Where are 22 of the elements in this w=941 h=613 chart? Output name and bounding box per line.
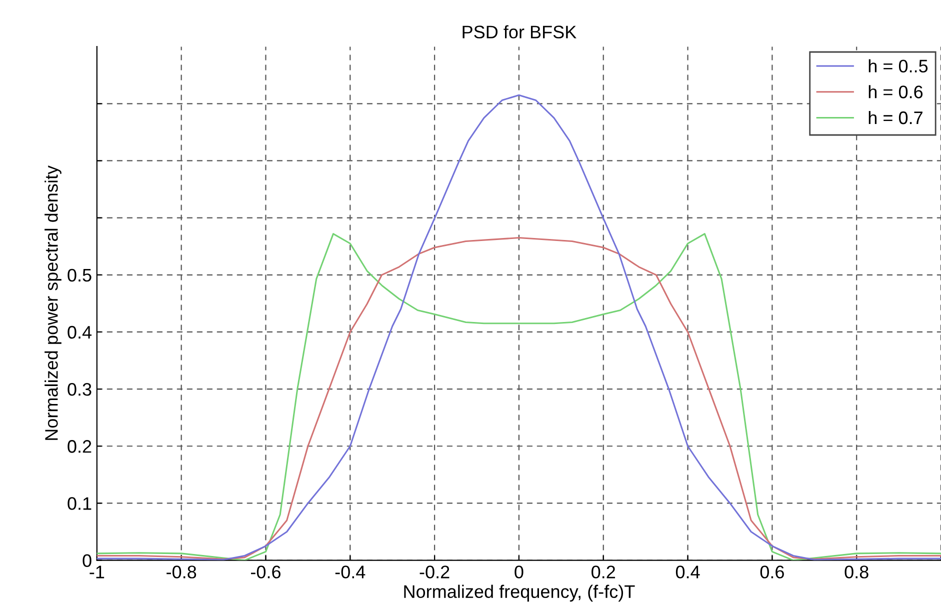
y-tick-label: 0.3 <box>68 382 92 396</box>
legend-label: h = 0..5 <box>868 59 928 72</box>
x-tick-label: -0.6 <box>250 566 280 578</box>
y-tick-label: 0 <box>82 554 92 567</box>
x-tick-label: 0.4 <box>676 566 700 578</box>
legend-label: h = 0.6 <box>868 85 923 98</box>
y-tick-label: 0.5 <box>68 268 92 282</box>
y-axis-title: Normalized power spectral density <box>44 165 62 440</box>
y-tick-label: 0.4 <box>68 326 92 339</box>
y-tick-label: 0.2 <box>68 440 92 453</box>
x-tick-label: -0.8 <box>166 566 196 578</box>
x-tick-label: 0.2 <box>592 566 616 578</box>
x-tick-label: 0.8 <box>844 566 868 578</box>
x-tick-label: -1 <box>90 566 104 578</box>
x-tick-label: 0 <box>514 566 524 578</box>
legend-label: h = 0.7 <box>868 110 922 124</box>
x-tick-label: 0.6 <box>760 566 784 578</box>
chart-title: PSD for BFSK <box>462 25 576 38</box>
x-tick-label: -0.2 <box>420 566 450 578</box>
x-tick-label: -0.4 <box>335 566 366 578</box>
y-tick-label: 0.1 <box>68 497 92 510</box>
x-axis-title: Normalized frequency, (f-fc)T <box>404 584 635 602</box>
